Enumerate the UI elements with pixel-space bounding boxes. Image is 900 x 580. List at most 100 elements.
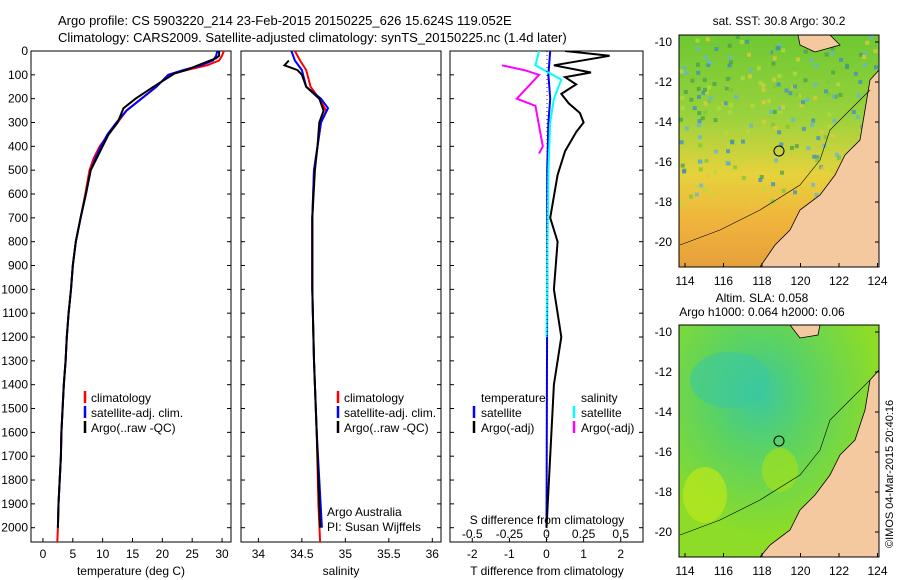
sst-speckle (747, 52, 751, 57)
sst-speckle (700, 116, 705, 121)
depth-tick-label: 1100 (2, 306, 28, 320)
sla-blob (683, 467, 727, 523)
sst-speckle (705, 37, 710, 42)
sst-speckle (796, 57, 801, 62)
sst-speckle (862, 51, 867, 56)
legend-label: Argo(..raw -QC) (344, 421, 429, 435)
sst-speckle (694, 184, 699, 189)
sst-speckle (707, 60, 712, 64)
sst-speckle (679, 117, 683, 122)
sst-speckle (696, 86, 701, 91)
x-tick-label: 34.5 (290, 547, 314, 561)
salinity-plot-frame (240, 50, 442, 543)
sst-speckle (816, 136, 821, 141)
temperature-legend: climatology satellite-adj. clim. Argo(..… (83, 391, 183, 435)
depth-tick-label: 300 (8, 116, 28, 130)
sst-speckle (824, 52, 829, 57)
sst-speckle (831, 170, 836, 175)
sst-speckle (741, 175, 746, 180)
sst-speckle (809, 58, 814, 63)
legend-heading: salinity (581, 391, 618, 405)
sst-speckle (724, 86, 729, 91)
bathymetry-contour (679, 379, 871, 536)
sst-speckle (778, 189, 783, 194)
sst-speckle (679, 73, 684, 78)
map-y-tick-label: -10 (655, 325, 673, 339)
temperature-xlabel: temperature (deg C) (77, 564, 185, 578)
sst-speckle (740, 76, 745, 81)
sst-speckle (785, 124, 790, 129)
sst-speckle (856, 93, 861, 98)
sst-speckle (781, 105, 785, 110)
sla-map-title1: Altim. SLA: 0.058 (716, 291, 809, 305)
sst-speckle (723, 101, 728, 106)
sst-speckle (692, 106, 697, 111)
sst-speckle (714, 149, 719, 154)
series-t-argo (545, 51, 610, 528)
sst-speckle (714, 47, 719, 51)
depth-tick-label: 1900 (1, 497, 28, 511)
sst-speckle (748, 74, 752, 79)
depth-tick-label: 1800 (1, 473, 28, 487)
legend-label: satellite (481, 406, 522, 420)
sst-speckle (865, 40, 870, 45)
sst-speckle (855, 115, 860, 119)
sst-speckle (696, 94, 701, 99)
sst-speckle (750, 48, 755, 53)
sst-speckle (829, 168, 834, 172)
map-x-tick-label: 120 (790, 564, 810, 578)
sst-speckle (801, 126, 806, 131)
sst-speckle (811, 118, 816, 123)
sst-speckle (838, 93, 843, 97)
map-x-tick-label: 116 (714, 274, 733, 288)
sst-speckle (749, 68, 753, 73)
sst-speckle (771, 61, 776, 66)
x-tick-label-top: 0.25 (572, 527, 596, 541)
map-x-tick-label: 114 (675, 564, 694, 578)
map-y-tick-label: -20 (655, 525, 673, 539)
series-s-argo (501, 64, 544, 154)
sst-speckle (745, 39, 750, 44)
sst-speckle (778, 110, 783, 115)
map-y-tick-label: -14 (655, 405, 673, 419)
sst-speckle (758, 178, 763, 182)
map-x-tick-label: 116 (714, 564, 733, 578)
sst-speckle (729, 60, 733, 65)
sst-speckle (698, 135, 702, 140)
sst-speckle (814, 193, 819, 197)
sst-speckle (759, 175, 764, 179)
sst-speckle (725, 76, 730, 81)
x-tick-label: 15 (126, 547, 140, 561)
sst-speckle (767, 185, 772, 189)
x-tick-label: 0 (543, 547, 550, 561)
sst-speckle (707, 85, 711, 90)
sst-speckle (817, 57, 822, 62)
x-tick-label-top: -0.5 (462, 527, 483, 541)
sst-speckle (726, 149, 730, 154)
map-y-tick-label: -14 (655, 115, 673, 129)
sst-speckle (810, 123, 815, 127)
sst-speckle (830, 134, 835, 139)
map-x-tick-label: 118 (752, 564, 771, 578)
sst-speckles (679, 35, 879, 208)
sst-speckle (762, 119, 767, 124)
sst-speckle (797, 93, 802, 98)
sst-speckle (826, 92, 831, 97)
sst-speckle (703, 87, 707, 92)
sst-speckle (814, 63, 819, 68)
sst-speckle (713, 170, 717, 175)
sst-speckle (690, 78, 695, 83)
sst-speckle (702, 78, 707, 83)
depth-axis: 0 100 200 300 400 500 600 700 800 900 1000 1100 1200… (1, 44, 643, 535)
map-x-tick-label: 118 (752, 274, 771, 288)
sst-speckle (769, 109, 774, 114)
depth-tick-label: 600 (8, 187, 28, 201)
sst-speckle (728, 88, 733, 92)
argo-float-marker (773, 145, 785, 157)
legend-label: Argo(-adj) (481, 421, 534, 435)
x-tick-label: 30 (215, 547, 229, 561)
sst-speckle (777, 43, 782, 48)
sst-speckle (813, 82, 818, 87)
depth-tick-label: 1200 (1, 330, 28, 344)
